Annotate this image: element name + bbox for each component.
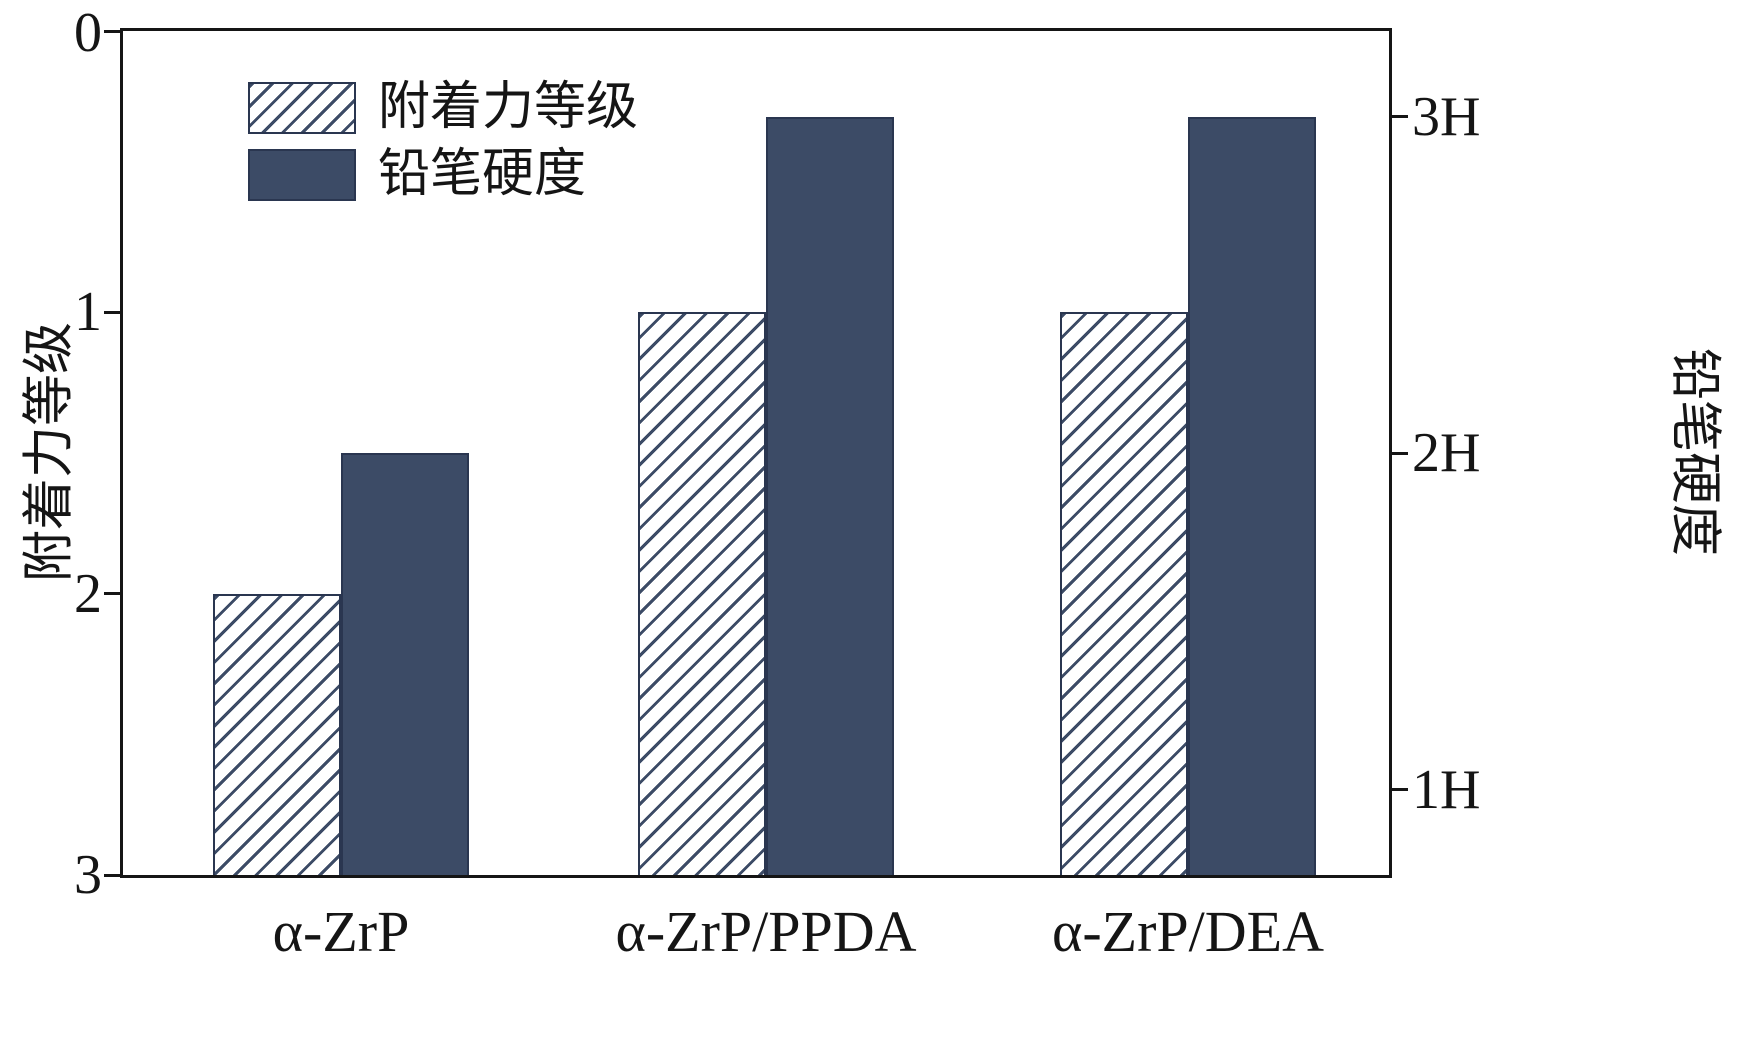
right-tick-label-2h: 2H: [1412, 422, 1481, 484]
hardness-bar-1: [766, 116, 894, 875]
legend-label-hardness: 铅笔硬度: [378, 145, 587, 203]
hardness-bar-0: [341, 453, 469, 875]
right-tick-label-3h: 3H: [1412, 86, 1481, 148]
right-axis-title: 铅笔硬度: [1665, 347, 1723, 557]
legend-entry-hardness: 铅笔硬度: [248, 145, 638, 203]
adhesion-bar-2: [1060, 312, 1188, 875]
left-axis-title: 附着力等级: [21, 321, 79, 583]
bars-layer: [123, 31, 1389, 875]
adhesion-bar-1: [638, 312, 766, 875]
plot-area: 附着力等级 铅笔硬度: [120, 28, 1392, 878]
left-axis-tick-mark: [104, 29, 120, 33]
legend: 附着力等级 铅笔硬度: [248, 79, 639, 203]
right-axis-tick-mark: [1392, 115, 1408, 118]
x-category-label-0: α-ZrP: [272, 899, 410, 964]
x-category-label-2: α-ZrP/DEA: [1051, 899, 1325, 964]
adhesion-bar-0: [213, 593, 341, 875]
legend-swatch-adhesion: [248, 82, 356, 135]
right-tick-label-1h: 1H: [1412, 759, 1481, 821]
left-axis-tick-mark: [104, 310, 120, 314]
legend-entry-adhesion: 附着力等级: [248, 79, 639, 136]
legend-label-adhesion: 附着力等级: [378, 79, 639, 136]
right-axis-tick-mark: [1392, 451, 1408, 455]
left-tick-label-0: 0: [74, 2, 102, 64]
left-tick-label-2: 2: [74, 563, 102, 625]
left-axis-tick-mark: [104, 592, 120, 596]
legend-swatch-hardness: [248, 148, 356, 201]
left-axis-tick-mark: [104, 873, 120, 877]
x-category-label-1: α-ZrP/PPDA: [615, 899, 917, 964]
left-tick-label-3: 3: [74, 844, 102, 906]
right-axis-tick-mark: [1392, 788, 1408, 791]
hardness-bar-2: [1188, 116, 1316, 875]
left-tick-label-1: 1: [74, 281, 102, 343]
